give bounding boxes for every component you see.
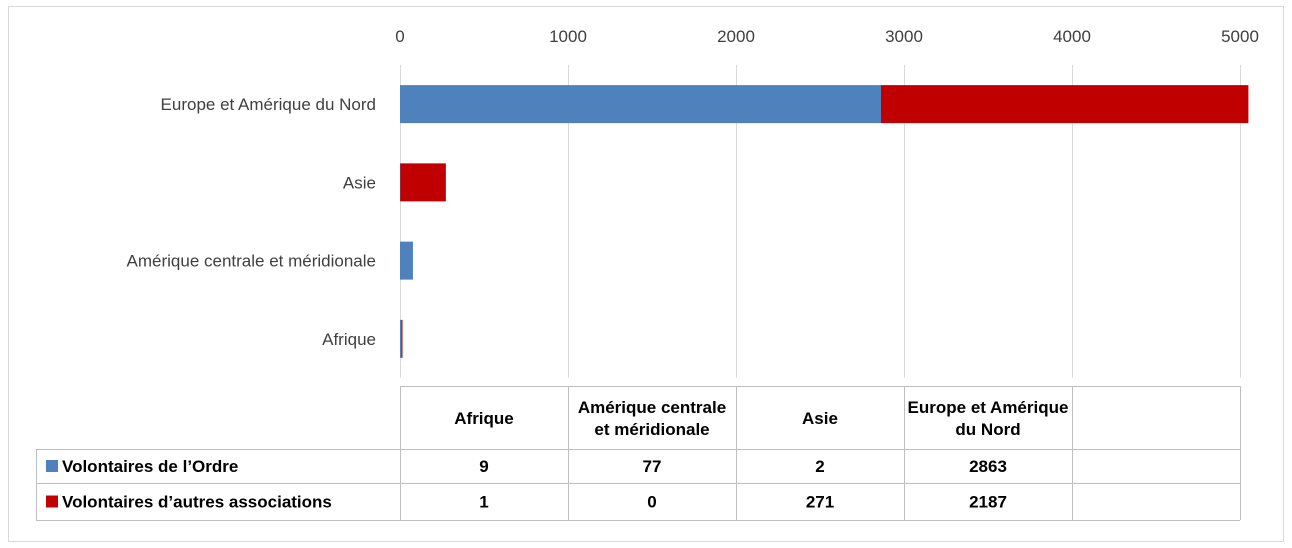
bar-ordre-1 [400,241,413,280]
legend-label: Volontaires d’autres associations [62,493,332,512]
table-header: Europe et Amérique du Nord [908,398,1069,439]
table-value: 0 [647,493,656,512]
bar-ordre-0 [400,319,402,358]
legend-key [46,495,58,508]
table-value: 2863 [969,457,1007,476]
category-axis: Afrique Amérique centrale et méridionale A… [127,95,376,349]
x-tick-label: 3000 [885,27,923,46]
x-tick-label: 2000 [717,27,755,46]
legend-label: Volontaires de l’Ordre [62,457,238,476]
table-value: 1 [479,493,488,512]
data-table: Afrique Amérique centrale et méridionale As… [36,386,1241,521]
category-label: Amérique centrale et méridionale [127,252,376,271]
bars [400,85,1249,358]
table-value: 9 [479,457,488,476]
table-header: Amérique centrale et méridionale [578,398,726,439]
table-value: 2187 [969,493,1007,512]
chart-frame [8,6,1284,542]
category-label: Asie [343,173,376,192]
x-tick-label: 4000 [1053,27,1091,46]
category-label: Afrique [322,330,376,349]
table-value: 271 [806,493,834,512]
table-value: 2 [815,457,824,476]
legend-key [46,460,58,472]
bar-autres-0 [401,319,403,358]
bar-ordre-3 [400,85,881,124]
table-header: Afrique [454,409,514,428]
table-header: Asie [802,409,838,428]
x-tick-label: 1000 [549,27,587,46]
bar-autres-2 [400,163,446,202]
x-tick-label: 0 [395,27,404,46]
x-tick-label: 5000 [1221,27,1259,46]
table-value: 77 [643,457,662,476]
x-axis-ticks: 0 1000 2000 3000 4000 5000 [395,27,1259,46]
category-label: Europe et Amérique du Nord [161,95,376,114]
bar-autres-3 [880,85,1249,124]
